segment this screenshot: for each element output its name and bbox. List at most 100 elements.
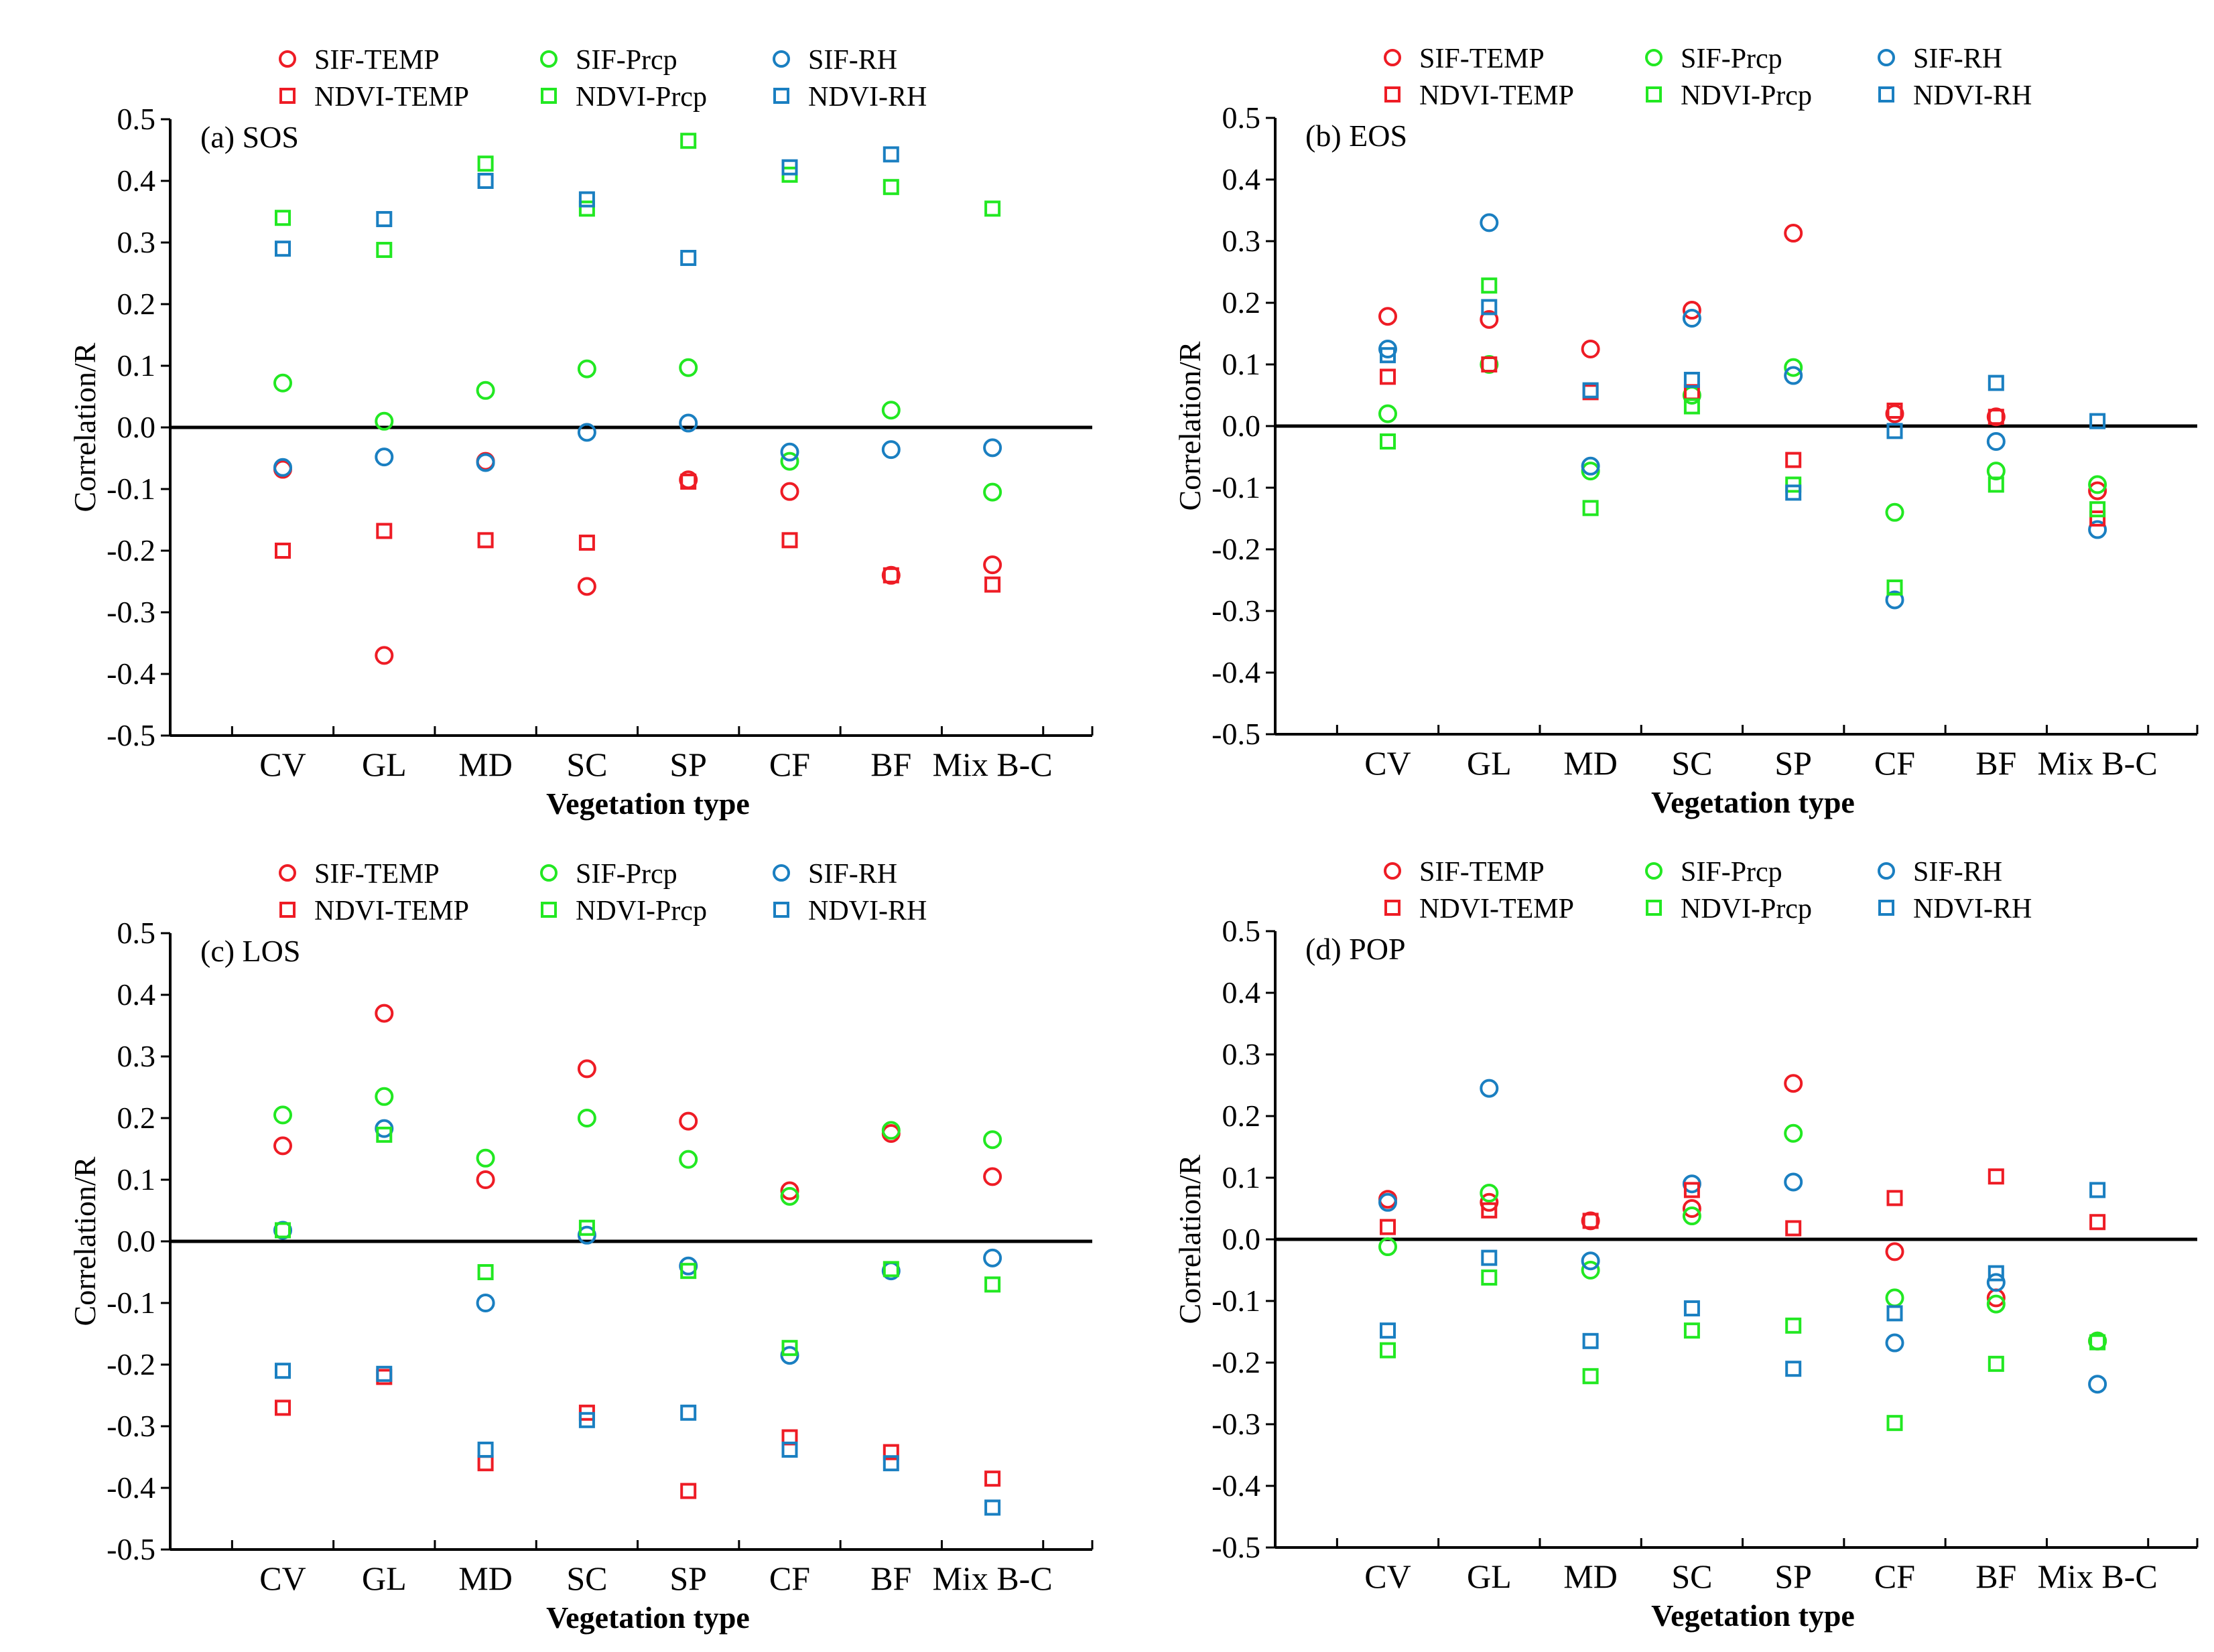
y-tick-label: 0.5 bbox=[117, 102, 156, 136]
data-point-ndvi-rh-mix-b-c bbox=[984, 1499, 1001, 1516]
legend-label: NDVI-RH bbox=[808, 82, 927, 113]
data-point-ndvi-rh-sp bbox=[680, 250, 697, 266]
x-category-label: Mix B-C bbox=[2037, 1558, 2157, 1595]
data-point-ndvi-rh-bf bbox=[883, 1455, 899, 1472]
x-category-label: MD bbox=[1563, 1558, 1618, 1595]
data-point-sif-rh-cv bbox=[1378, 1192, 1397, 1212]
legend-item-sif-rh: SIF-RH bbox=[773, 45, 897, 76]
data-point-sif-temp-sc bbox=[1682, 1199, 1701, 1218]
series-ndvi-rh bbox=[275, 146, 899, 266]
data-point-ndvi-temp-gl bbox=[376, 523, 393, 539]
legend-marker-ndvi-prcp bbox=[1646, 86, 1662, 102]
data-point-ndvi-temp-md bbox=[477, 1455, 494, 1472]
data-point-ndvi-rh-mix-b-c bbox=[2089, 413, 2106, 429]
data-point-sif-temp-cf bbox=[780, 482, 799, 501]
legend-item-sif-prcp: SIF-Prcp bbox=[1645, 857, 1782, 888]
data-point-sif-prcp-md bbox=[476, 1148, 495, 1168]
data-point-sif-prcp-md bbox=[476, 381, 495, 400]
data-point-ndvi-prcp-cv bbox=[1380, 1342, 1396, 1359]
x-axis-title: Vegetation type bbox=[546, 1600, 750, 1635]
data-point-sif-temp-cf bbox=[1885, 1242, 1904, 1261]
y-tick-label: 0.4 bbox=[117, 977, 156, 1012]
y-tick-label: -0.5 bbox=[1212, 1530, 1260, 1564]
series-sif-temp bbox=[273, 1004, 1002, 1200]
data-point-ndvi-temp-mix-b-c bbox=[984, 1470, 1001, 1487]
y-tick-label: 0.2 bbox=[117, 287, 156, 321]
y-tick-label: 0.2 bbox=[117, 1101, 156, 1135]
data-point-ndvi-temp-bf bbox=[1988, 409, 2004, 425]
legend-marker-ndvi-temp bbox=[1384, 900, 1401, 916]
legend-marker-ndvi-prcp bbox=[541, 902, 557, 918]
panel-title: (c) LOS bbox=[200, 934, 300, 968]
legend-label: NDVI-Prcp bbox=[1681, 894, 1812, 924]
data-point-sif-temp-sc bbox=[577, 1059, 596, 1079]
data-point-ndvi-rh-bf bbox=[1988, 374, 2004, 391]
y-tick-label: -0.4 bbox=[1212, 655, 1260, 689]
data-point-sif-prcp-cv bbox=[1378, 404, 1397, 423]
legend-marker-sif-temp bbox=[279, 864, 296, 882]
y-tick-label: -0.2 bbox=[107, 533, 155, 567]
data-point-sif-prcp-gl bbox=[1480, 1184, 1499, 1202]
data-point-ndvi-prcp-sc bbox=[578, 1219, 595, 1236]
y-tick-label: -0.3 bbox=[1212, 594, 1260, 628]
legend-marker-ndvi-prcp bbox=[1646, 900, 1662, 916]
y-tick-label: -0.4 bbox=[1212, 1468, 1260, 1503]
x-category-label: MD bbox=[458, 746, 513, 783]
data-point-sif-prcp-cv bbox=[1378, 1237, 1397, 1257]
data-point-sif-temp-mix-b-c bbox=[983, 1167, 1002, 1186]
data-point-ndvi-rh-bf bbox=[883, 146, 899, 163]
data-point-ndvi-rh-sp bbox=[680, 1404, 697, 1421]
series-sif-temp bbox=[1378, 1074, 2107, 1351]
legend-item-sif-prcp: SIF-Prcp bbox=[1645, 44, 1782, 74]
data-point-sif-temp-sc bbox=[1682, 301, 1701, 320]
series-sif-rh bbox=[1378, 1079, 2107, 1394]
legend-item-ndvi-rh: NDVI-RH bbox=[773, 82, 927, 113]
data-point-ndvi-temp-sc bbox=[1683, 1182, 1700, 1198]
y-tick-label: 0.4 bbox=[1222, 975, 1261, 1010]
series-ndvi-prcp bbox=[275, 133, 1001, 259]
legend-marker-ndvi-rh bbox=[773, 88, 789, 104]
legend-item-sif-rh: SIF-RH bbox=[773, 859, 897, 890]
data-point-ndvi-rh-sp bbox=[1785, 1361, 1802, 1377]
data-point-sif-prcp-sp bbox=[1784, 358, 1803, 377]
x-category-label: SC bbox=[566, 746, 607, 783]
y-tick-label: -0.4 bbox=[107, 657, 155, 691]
legend-marker-ndvi-temp bbox=[279, 902, 296, 918]
data-point-sif-prcp-bf bbox=[881, 401, 901, 420]
data-point-ndvi-rh-sc bbox=[1683, 372, 1700, 388]
y-tick-label: -0.3 bbox=[1212, 1407, 1260, 1441]
y-tick-label: -0.5 bbox=[1212, 717, 1260, 751]
legend-label: NDVI-TEMP bbox=[314, 82, 469, 113]
legend-marker-sif-rh bbox=[773, 50, 790, 68]
data-point-sif-rh-gl bbox=[1480, 213, 1499, 232]
x-category-label: Mix B-C bbox=[932, 1560, 1052, 1597]
data-point-sif-rh-sc bbox=[577, 423, 596, 442]
data-point-ndvi-temp-bf bbox=[1988, 1168, 2004, 1185]
legend-item-ndvi-prcp: NDVI-Prcp bbox=[541, 896, 707, 926]
panel-title: (a) SOS bbox=[200, 120, 299, 154]
data-point-ndvi-prcp-bf bbox=[1988, 476, 2004, 493]
data-point-sif-rh-md bbox=[1581, 456, 1600, 476]
series-sif-temp bbox=[273, 452, 1002, 665]
data-point-sif-prcp-mix-b-c bbox=[983, 1130, 1002, 1150]
y-axis-title: Correlation/R bbox=[1173, 1154, 1207, 1324]
y-tick-label: -0.1 bbox=[1212, 1284, 1260, 1318]
legend-item-ndvi-temp: NDVI-TEMP bbox=[279, 82, 469, 113]
legend-marker-sif-prcp bbox=[1645, 862, 1663, 880]
data-point-ndvi-temp-bf bbox=[883, 1444, 899, 1460]
data-point-ndvi-temp-cv bbox=[1380, 368, 1396, 385]
data-point-ndvi-temp-bf bbox=[883, 567, 899, 583]
y-tick-label: -0.1 bbox=[107, 472, 155, 506]
data-point-sif-rh-sp bbox=[1784, 366, 1803, 385]
data-point-sif-prcp-sc bbox=[577, 1109, 596, 1127]
legend-label: SIF-TEMP bbox=[1419, 857, 1545, 888]
data-point-ndvi-rh-cv bbox=[275, 1363, 291, 1379]
x-category-label: GL bbox=[362, 1560, 407, 1597]
data-point-ndvi-rh-gl bbox=[376, 211, 393, 228]
series-sif-prcp bbox=[1378, 1123, 2107, 1351]
series-sif-rh bbox=[273, 413, 1002, 477]
legend-marker-sif-prcp bbox=[540, 50, 558, 68]
data-point-sif-rh-md bbox=[476, 1294, 495, 1312]
legend-label: NDVI-Prcp bbox=[1681, 80, 1812, 111]
data-point-ndvi-temp-md bbox=[1582, 1213, 1599, 1229]
